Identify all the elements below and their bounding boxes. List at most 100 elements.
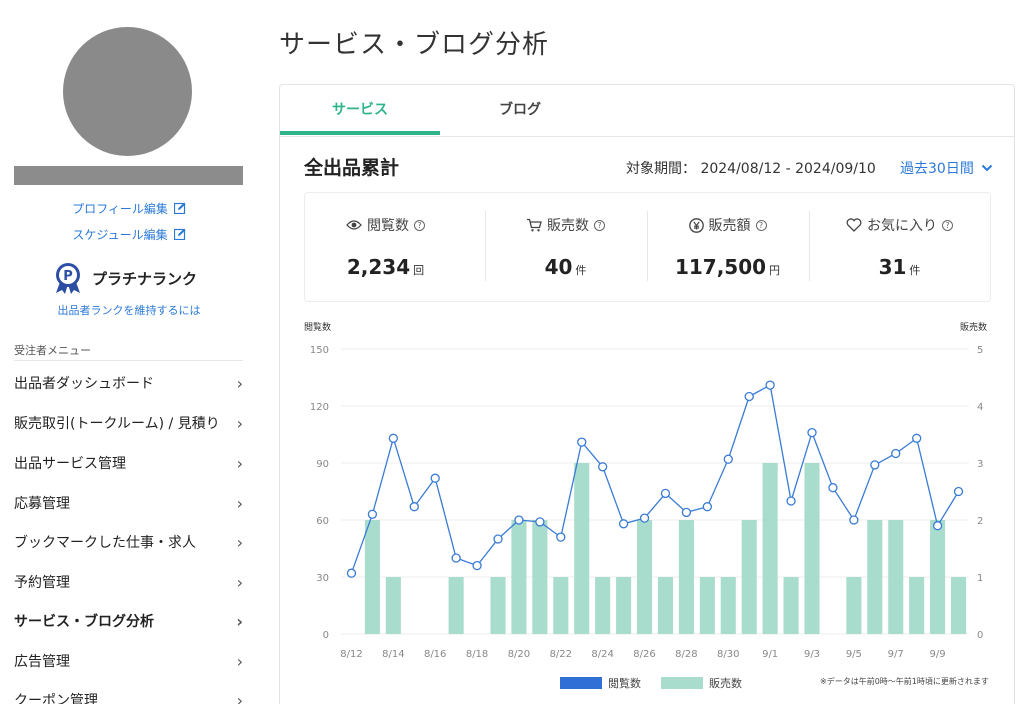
views-point (681, 507, 692, 518)
sidebar-menu-item[interactable]: 広告管理 › (14, 650, 243, 672)
legend-label-views: 閲覧数 (608, 677, 641, 690)
rank-label: プラチナランク (92, 269, 198, 288)
views-point (514, 515, 524, 525)
views-sales-chart: 0 30 60 90 120 150 0 1 2 3 4 5 8/12 8/14 8/16 8/18 8/20 8… (310, 345, 983, 660)
chevron-right-icon: › (236, 532, 243, 552)
sales-bar (385, 577, 401, 634)
legend-swatch-views[interactable] (560, 677, 602, 689)
stat-favorites: お気に入り ? 31 件 (809, 193, 990, 303)
sales-bar (511, 520, 527, 634)
x-tick-label: 9/3 (804, 649, 820, 660)
views-point (807, 427, 817, 438)
views-line (350, 384, 960, 574)
right-tick-label: 3 (977, 459, 983, 470)
views-point (493, 534, 503, 544)
sidebar-menu-item[interactable]: クーポン管理 › (14, 689, 243, 704)
chevron-down-icon (982, 164, 993, 172)
help-icon[interactable]: ? (942, 219, 953, 231)
stat-unit: 円 (769, 264, 781, 277)
right-tick-label: 5 (977, 345, 983, 356)
sales-bar (699, 577, 715, 634)
page-title: サービス・ブログ分析 (279, 30, 550, 60)
period-label: 対象期間： 2024/08/12 - 2024/09/10 (626, 161, 876, 177)
tab-blog[interactable]: ブログ (499, 102, 541, 118)
sidebar-menu-item[interactable]: ブックマークした仕事・求人 › (14, 531, 243, 553)
period-select[interactable]: 過去30日間 (900, 158, 993, 178)
active-tab-indicator (280, 131, 440, 135)
sales-bar (678, 520, 694, 634)
section-title: 全出品累計 (304, 157, 400, 179)
stat-label: 閲覧数 (367, 218, 409, 234)
rank-maintain-link[interactable]: 出品者ランクを維持するには (57, 304, 201, 317)
sales-bar (909, 577, 925, 634)
sales-bar (595, 577, 611, 634)
chevron-right-icon: › (236, 453, 243, 473)
views-point (556, 532, 566, 542)
stat-sales-count: 販売数 ? 40 件 (485, 193, 646, 303)
sidebar-menu-item[interactable]: 出品者ダッシュボード › (14, 372, 243, 394)
views-point (346, 568, 357, 578)
stat-unit: 件 (909, 264, 921, 277)
stat-views: 閲覧数 ? 2,234 回 (305, 193, 466, 303)
analytics-panel: サービス ブログ 全出品累計 対象期間： 2024/08/12 - 2024/0… (279, 84, 1015, 704)
user-name-redacted (14, 166, 243, 185)
views-point (660, 488, 671, 499)
views-point (472, 560, 482, 571)
sidebar-menu-item[interactable]: 応募管理 › (14, 492, 243, 514)
heart-icon (846, 218, 862, 232)
tab-service[interactable]: サービス (332, 102, 388, 118)
stat-unit: 回 (413, 264, 425, 277)
help-icon[interactable]: ? (755, 219, 767, 231)
left-tick-label: 60 (316, 516, 329, 527)
legend-swatch-sales[interactable] (661, 677, 703, 689)
sidebar-menu-item[interactable]: サービス・ブログ分析 › (14, 610, 243, 632)
sidebar-menu-item[interactable]: 出品サービス管理 › (14, 452, 243, 474)
sales-bar (950, 577, 967, 634)
chart-update-note: ※データは午前0時〜午前1時頃に更新されます (820, 677, 989, 686)
left-tick-label: 150 (310, 345, 329, 356)
schedule-edit-link[interactable]: スケジュール編集 (0, 226, 258, 243)
chevron-right-icon: › (236, 572, 243, 592)
sidebar-menu-item-label: 広告管理 (14, 654, 70, 670)
views-point (367, 509, 378, 519)
x-tick-label: 8/20 (508, 649, 530, 660)
period-select-label: 過去30日間 (900, 161, 974, 177)
stat-value: 117,500 (674, 255, 767, 279)
views-point (786, 496, 796, 506)
sales-bar (867, 520, 883, 634)
sales-bar (741, 520, 757, 634)
avatar[interactable] (63, 27, 192, 156)
platinum-rank-icon: P (56, 263, 80, 294)
views-point (870, 460, 880, 470)
yen-icon (688, 217, 704, 233)
stat-divider (809, 211, 810, 281)
sidebar-menu-item-label: 予約管理 (14, 575, 70, 591)
chevron-right-icon: › (236, 373, 243, 393)
left-tick-label: 30 (316, 573, 329, 584)
stat-value: 2,234 (346, 255, 411, 279)
sales-bar (804, 463, 820, 634)
profile-edit-label: プロフィール編集 (72, 202, 168, 216)
sidebar-menu-item-label: クーポン管理 (14, 693, 98, 704)
x-tick-label: 8/28 (675, 649, 697, 660)
sales-bar (616, 577, 632, 634)
sidebar-menu-item[interactable]: 予約管理 › (14, 571, 243, 593)
help-icon[interactable]: ? (414, 219, 425, 231)
sales-bar (762, 463, 778, 634)
menu-title: 受注者メニュー (14, 344, 91, 357)
views-point (953, 486, 964, 497)
views-point (932, 521, 943, 531)
rank-badge: P プラチナランク (52, 262, 197, 294)
sidebar-menu-item-label: 出品サービス管理 (14, 456, 126, 472)
sales-bar (490, 577, 506, 634)
right-tick-label: 4 (977, 402, 983, 413)
help-icon[interactable]: ? (594, 219, 605, 231)
views-point (430, 473, 440, 483)
sales-bar (783, 577, 799, 634)
profile-edit-link[interactable]: プロフィール編集 (0, 200, 258, 217)
x-tick-label: 8/22 (550, 649, 572, 660)
views-point (849, 515, 859, 525)
sidebar-menu-item[interactable]: 販売取引(トークルーム) / 見積り › (14, 412, 243, 434)
right-axis-label: 販売数 (960, 323, 988, 333)
sidebar-menu-item-label: 応募管理 (14, 496, 70, 512)
